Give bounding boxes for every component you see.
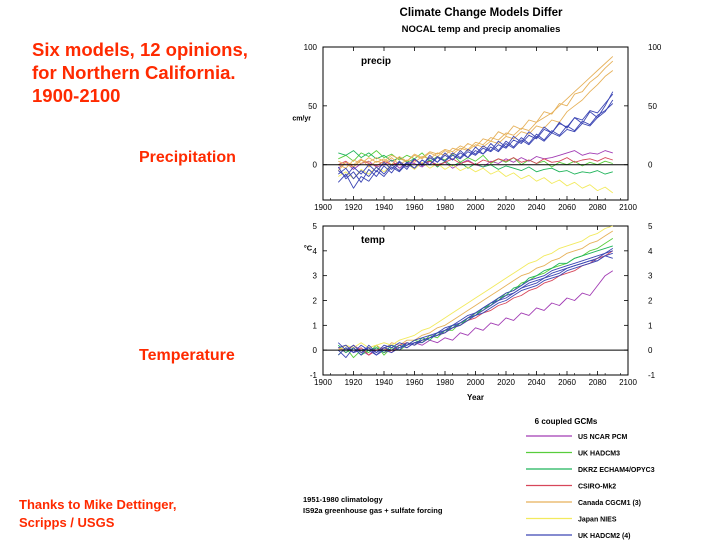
temperature-label: Temperature: [139, 347, 235, 364]
precip-series-line: [338, 56, 614, 168]
precip-series-line: [337, 91, 614, 189]
temp-y-tick-label-left: 0: [313, 346, 318, 355]
temp-y-tick-label-right: 1: [648, 321, 653, 330]
temp-series-line: [337, 252, 613, 356]
legend-label: Japan NIES: [578, 517, 617, 524]
precip-series-line: [338, 161, 614, 194]
temp-series-line: [338, 255, 613, 354]
figure-title: Climate Change Models Differ: [399, 7, 563, 19]
legend-label: US NCAR PCM: [578, 434, 628, 441]
precip-y-tick-label-left: 100: [304, 43, 318, 52]
precip-series-line: [337, 103, 614, 183]
legend-title: 6 coupled GCMs: [535, 417, 598, 426]
temp-y-tick-label-left: 2: [313, 297, 318, 306]
precip-y-tick-label-right: 50: [648, 102, 657, 111]
legend-label: Canada CGCM1 (3): [578, 500, 641, 507]
temp-y-tick-label-right: -1: [648, 371, 656, 380]
temp-series-line: [337, 245, 613, 356]
precip-series-line: [338, 99, 614, 177]
note-climatology: 1951-1980 climatology: [303, 495, 383, 504]
temp-y-tick-label-right: 4: [648, 247, 653, 256]
legend-label: UK HADCM2 (4): [578, 533, 631, 540]
temp-y-tick-label-left: -1: [310, 371, 318, 380]
legend-label: UK HADCM3: [578, 451, 620, 458]
temp-series-line: [337, 248, 614, 359]
figure-subtitle: NOCAL temp and precip anomalies: [401, 24, 561, 35]
precip-x-tick-label: 2100: [619, 203, 637, 212]
precip-series-line: [338, 70, 614, 169]
temp-x-tick-label: 1900: [314, 378, 332, 387]
temp-y-tick-label-right: 0: [648, 346, 653, 355]
credit-line-1: Thanks to Mike Dettinger,: [19, 497, 177, 512]
note-forcing: IS92a greenhouse gas + sulfate forcing: [303, 506, 443, 515]
precip-x-tick-label: 2020: [497, 203, 515, 212]
precip-y-tick-label-right: 100: [648, 43, 662, 52]
temp-x-tick-label: 1960: [406, 378, 424, 387]
temp-x-tick-label: 1980: [436, 378, 454, 387]
temp-x-tick-label: 2100: [619, 378, 637, 387]
precip-x-tick-label: 2000: [467, 203, 485, 212]
precip-y-axis-label: cm/yr: [292, 116, 311, 123]
temp-panel-label: temp: [361, 235, 385, 246]
temp-y-tick-label-right: 5: [648, 222, 653, 231]
credit: Thanks to Mike Dettinger, Scripps / USGS: [19, 496, 176, 532]
figure-notes: 1951-1980 climatology IS92a greenhouse g…: [303, 494, 442, 516]
temp-x-tick-label: 2040: [528, 378, 546, 387]
precip-series-line: [338, 93, 614, 180]
legend-label: CSIRO-Mk2: [578, 484, 616, 491]
precip-y-tick-label-left: 50: [308, 102, 317, 111]
temp-series-line: [338, 225, 613, 351]
temp-series-line: [338, 230, 614, 354]
precip-series-line: [338, 150, 613, 175]
temp-y-tick-label-left: 5: [313, 222, 318, 231]
temp-x-tick-label: 1920: [345, 378, 363, 387]
x-axis-label: Year: [467, 393, 484, 402]
temp-y-tick-label-left: 3: [313, 272, 318, 281]
headline: Six models, 12 opinions, for Northern Ca…: [32, 38, 248, 107]
temp-x-tick-label: 2060: [558, 378, 576, 387]
temp-x-tick-label: 2020: [497, 378, 515, 387]
temp-y-tick-label-left: 4: [313, 247, 318, 256]
temp-y-tick-label-right: 3: [648, 272, 653, 281]
credit-line-2: Scripps / USGS: [19, 515, 115, 530]
precip-x-tick-label: 2040: [528, 203, 546, 212]
precipitation-label: Precipitation: [139, 149, 236, 166]
precip-x-tick-label: 2080: [589, 203, 607, 212]
precip-y-tick-label-right: 0: [648, 161, 653, 170]
temp-x-tick-label: 2000: [467, 378, 485, 387]
precip-y-tick-label-left: 0: [313, 161, 318, 170]
precip-x-tick-label: 2060: [558, 203, 576, 212]
precip-x-tick-label: 1980: [436, 203, 454, 212]
temp-y-axis-label: °C: [304, 244, 313, 253]
temp-y-tick-label-right: 2: [648, 297, 653, 306]
temp-x-tick-label: 1940: [375, 378, 393, 387]
temp-y-tick-label-left: 1: [313, 321, 318, 330]
headline-line-2: for Northern California.: [32, 62, 236, 83]
precip-x-tick-label: 1960: [406, 203, 424, 212]
headline-line-1: Six models, 12 opinions,: [32, 39, 248, 60]
precip-panel-label: precip: [361, 56, 391, 67]
legend-label: DKRZ ECHAM4/OPYC3: [578, 467, 655, 474]
precip-x-tick-label: 1940: [375, 203, 393, 212]
headline-line-3: 1900-2100: [32, 85, 121, 106]
precip-x-tick-label: 1900: [314, 203, 332, 212]
temp-x-tick-label: 2080: [589, 378, 607, 387]
precip-x-tick-label: 1920: [345, 203, 363, 212]
